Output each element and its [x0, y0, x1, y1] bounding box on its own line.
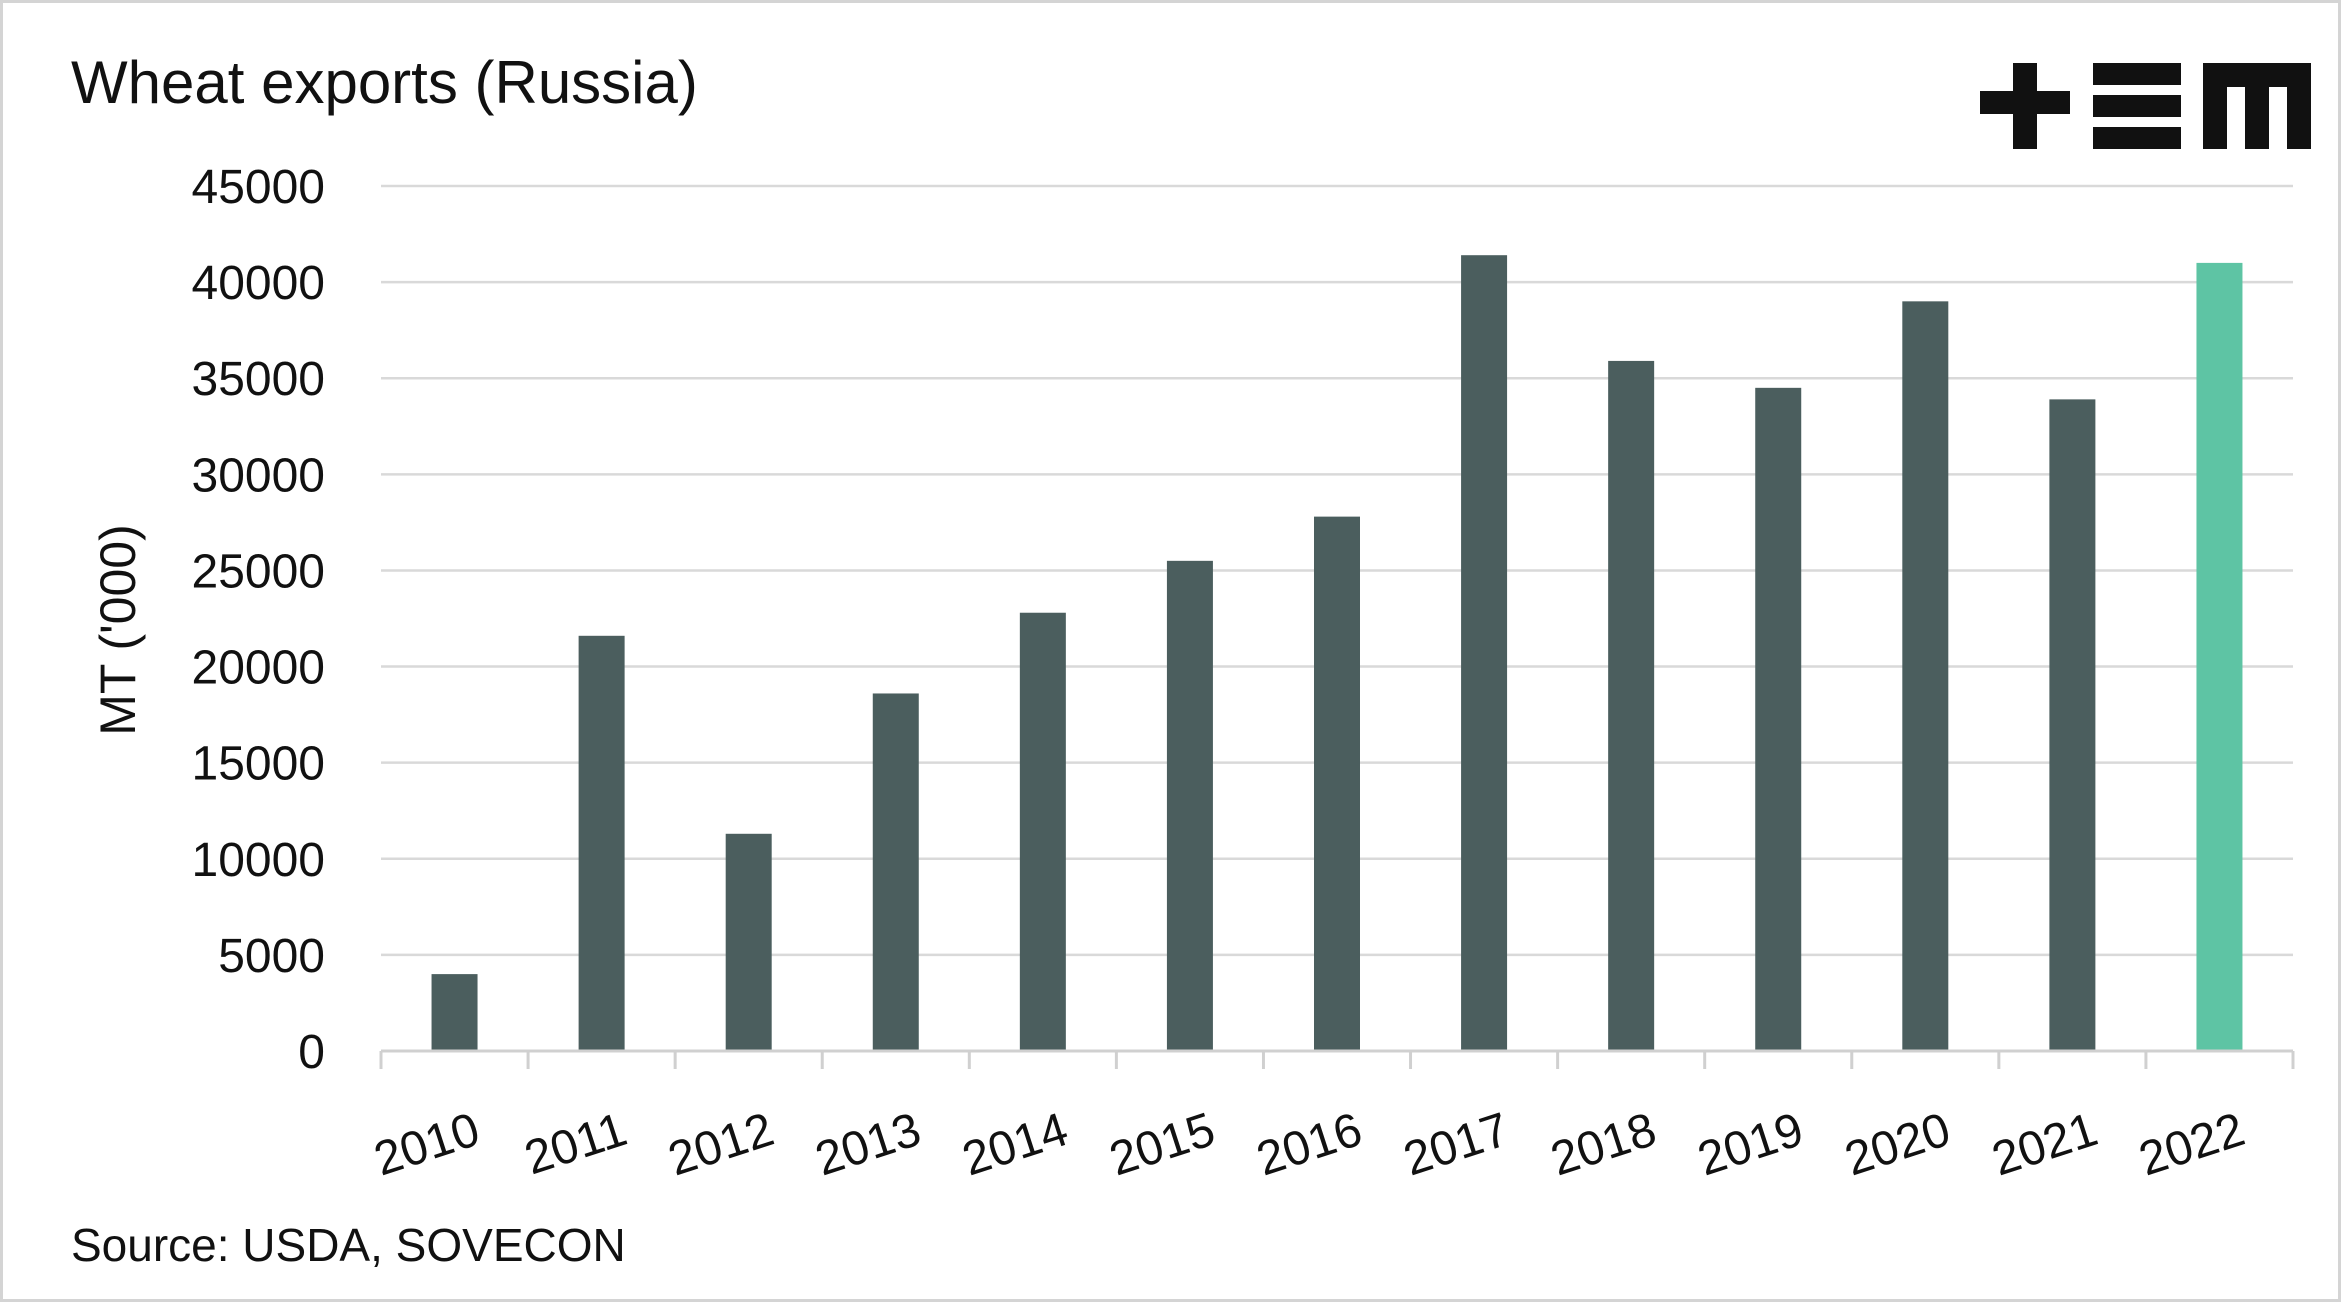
- x-tick-label: 2021: [1986, 1103, 2104, 1186]
- logo-e-bar-bottom: [2093, 127, 2181, 149]
- logo-m-left: [2203, 63, 2227, 149]
- bar-2020: [1902, 301, 1949, 1051]
- y-tick-label: 5000: [218, 930, 325, 983]
- y-axis-label: MT ('000): [90, 524, 146, 735]
- x-tick-label: 2018: [1545, 1103, 1663, 1186]
- x-tick-label: 2017: [1398, 1103, 1516, 1186]
- y-tick-label: 20000: [192, 642, 325, 695]
- bar-2019: [1755, 387, 1802, 1051]
- bar-2015: [1166, 560, 1213, 1051]
- x-tick-label: 2014: [956, 1103, 1074, 1186]
- bar-2010: [431, 974, 478, 1051]
- x-tick-label: 2011: [518, 1103, 633, 1185]
- bar-2013: [872, 693, 919, 1051]
- logo-m-middle: [2245, 63, 2269, 149]
- y-tick-label: 30000: [192, 449, 325, 502]
- x-tick-label: 2016: [1250, 1103, 1368, 1186]
- y-tick-label: 45000: [192, 161, 325, 214]
- y-tick-label: 40000: [192, 257, 325, 310]
- bar-2021: [2049, 399, 2096, 1051]
- logo-e-bar-top: [2093, 63, 2181, 85]
- x-tick-label: 2019: [1692, 1103, 1810, 1186]
- bar-2018: [1608, 360, 1655, 1051]
- chart-title: Wheat exports (Russia): [71, 49, 698, 116]
- source-note: Source: USDA, SOVECON: [71, 1219, 626, 1271]
- x-tick-labels: 2010 2011 2012 2013 2014 2015 2016 2017 2018 2019…: [368, 1103, 2251, 1186]
- logo-m-right: [2287, 63, 2311, 149]
- y-tick-label: 10000: [192, 834, 325, 887]
- tem-logo: [1980, 63, 2311, 149]
- bar-2011: [578, 635, 625, 1051]
- bar-2022: [2196, 262, 2243, 1051]
- bar-2012: [725, 833, 772, 1051]
- x-tick-label: 2013: [809, 1103, 927, 1186]
- x-tick-label: 2022: [2133, 1103, 2251, 1186]
- chart-svg: Wheat exports (Russia) MT ('000) 0 5000 10…: [71, 49, 2311, 1271]
- y-tick-label: 35000: [192, 353, 325, 406]
- x-axis: [379, 1049, 2295, 1069]
- x-tick-label: 2015: [1103, 1103, 1221, 1186]
- bars: [431, 255, 2243, 1051]
- bar-2016: [1314, 516, 1360, 1051]
- x-tick-label: 2012: [662, 1103, 780, 1186]
- logo-plus-vertical: [2013, 63, 2037, 149]
- y-tick-label: 25000: [192, 545, 325, 598]
- bar-2017: [1461, 255, 1508, 1051]
- y-tick-label: 0: [298, 1026, 325, 1079]
- bar-2014: [1019, 612, 1066, 1051]
- x-tick-label: 2020: [1839, 1103, 1957, 1186]
- logo-e-bar-middle: [2093, 95, 2181, 117]
- x-tick-label: 2010: [368, 1103, 486, 1186]
- y-tick-label: 15000: [192, 738, 325, 791]
- y-tick-labels: 0 5000 10000 15000 20000 25000 30000 35000 40000…: [192, 161, 325, 1079]
